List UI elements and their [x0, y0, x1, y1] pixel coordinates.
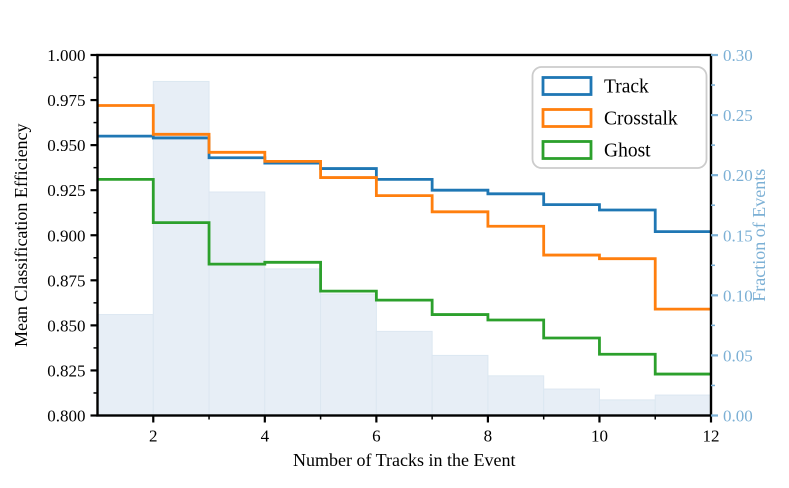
- crosstalk-step-line: [97, 104, 711, 311]
- y-right-tick-label: 0.20: [723, 166, 753, 185]
- y-left-tick-label: 0.850: [47, 316, 85, 335]
- y-right-tick-label: 0.25: [723, 106, 753, 125]
- x-axis-label: Number of Tracks in the Event: [293, 450, 515, 470]
- histogram-bar: [97, 314, 154, 416]
- y-left-axis-label: Mean Classification Efficiency: [11, 123, 31, 347]
- histogram-bar: [375, 330, 433, 416]
- legend-label-crosstalk: Crosstalk: [604, 109, 678, 130]
- histogram-bar: [152, 80, 210, 416]
- legend-swatch-ghost: [541, 140, 593, 160]
- ghost-step-line: [97, 177, 711, 376]
- legend-label-track: Track: [604, 77, 649, 98]
- x-tick-label: 10: [591, 427, 608, 446]
- y-left-tick-label: 1.000: [47, 46, 85, 65]
- histogram-bar: [487, 375, 545, 416]
- x-tick-label: 6: [372, 427, 381, 446]
- legend-swatch-crosstalk: [541, 108, 593, 128]
- histogram-bar: [264, 268, 322, 416]
- histogram-bar: [320, 293, 377, 416]
- x-tick-label: 12: [703, 427, 720, 446]
- y-left-tick-label: 0.900: [47, 226, 85, 245]
- legend-label-ghost: Ghost: [604, 141, 651, 162]
- y-left-tick-label: 0.825: [47, 361, 85, 380]
- histogram-bar: [431, 354, 489, 416]
- legend-swatch-track: [541, 76, 593, 96]
- histogram-bar: [654, 394, 712, 416]
- y-left-tick-label: 0.800: [47, 407, 85, 426]
- y-right-axis-label: Fraction of Events: [749, 169, 769, 302]
- y-left-tick-label: 0.950: [47, 136, 85, 155]
- y-right-tick-label: 0.15: [723, 226, 753, 245]
- y-left-tick-label: 0.925: [47, 181, 85, 200]
- y-right-tick-label: 0.10: [723, 286, 753, 305]
- x-tick-label: 4: [261, 427, 270, 446]
- y-right-tick-label: 0.30: [723, 46, 753, 65]
- y-right-tick-label: 0.00: [723, 407, 753, 426]
- y-left-tick-label: 0.975: [47, 91, 85, 110]
- histogram-bar: [543, 388, 600, 416]
- y-left-tick-label: 0.875: [47, 271, 85, 290]
- histogram-bar: [208, 191, 266, 416]
- histogram-bar: [598, 399, 656, 416]
- x-tick-label: 2: [149, 427, 158, 446]
- y-right-tick-label: 0.05: [723, 346, 753, 365]
- x-tick-label: 8: [484, 427, 493, 446]
